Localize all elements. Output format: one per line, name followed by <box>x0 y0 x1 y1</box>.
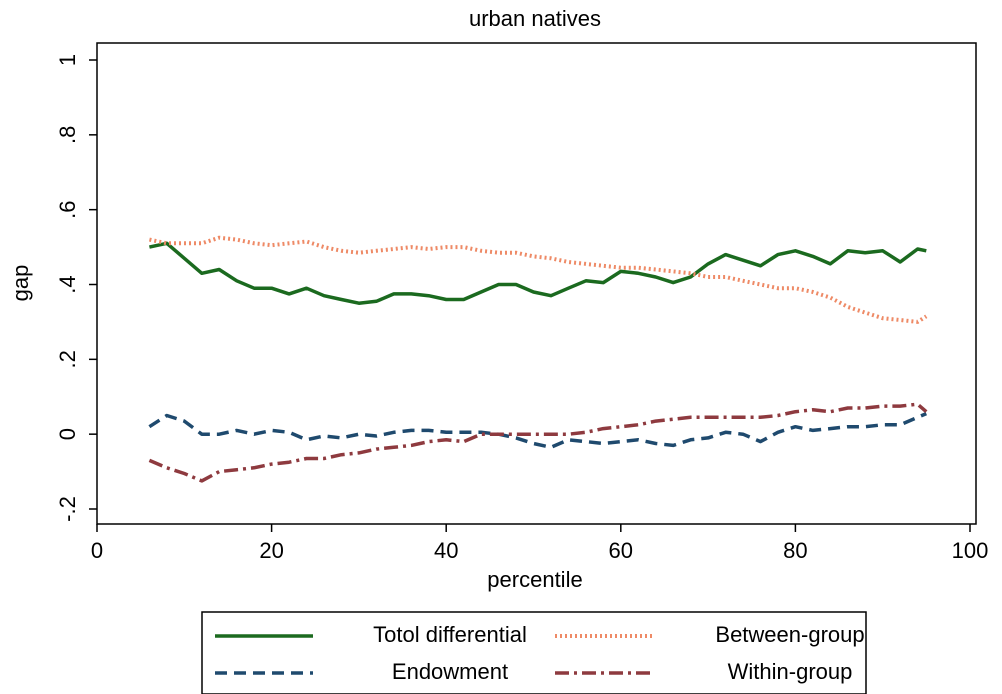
x-tick-label: 0 <box>91 538 103 563</box>
legend-label: Between-group <box>715 622 864 647</box>
chart-title: urban natives <box>469 6 601 31</box>
legend-label: Within-group <box>728 659 853 684</box>
series-line <box>149 241 927 305</box>
y-tick-label: .4 <box>55 275 80 293</box>
series-line <box>148 411 927 450</box>
y-tick-label: .8 <box>55 126 80 144</box>
y-tick-label: 0 <box>55 428 80 440</box>
x-axis-label: percentile <box>487 567 582 592</box>
plot-frame <box>96 42 977 525</box>
y-tick-label: 1 <box>55 54 80 66</box>
legend-label: Totol differential <box>373 622 527 647</box>
legend-label: Endowment <box>392 659 508 684</box>
x-tick-label: 40 <box>434 538 458 563</box>
series-line <box>148 402 928 483</box>
y-axis-label: gap <box>8 265 33 302</box>
x-tick-label: 80 <box>783 538 807 563</box>
x-tick-label: 20 <box>259 538 283 563</box>
x-tick-label: 60 <box>609 538 633 563</box>
y-tick-label: .2 <box>55 350 80 368</box>
y-tick-label: -.2 <box>55 496 80 522</box>
x-tick-label: 100 <box>952 538 989 563</box>
y-tick-label: .6 <box>55 200 80 218</box>
legend-box <box>201 611 867 694</box>
